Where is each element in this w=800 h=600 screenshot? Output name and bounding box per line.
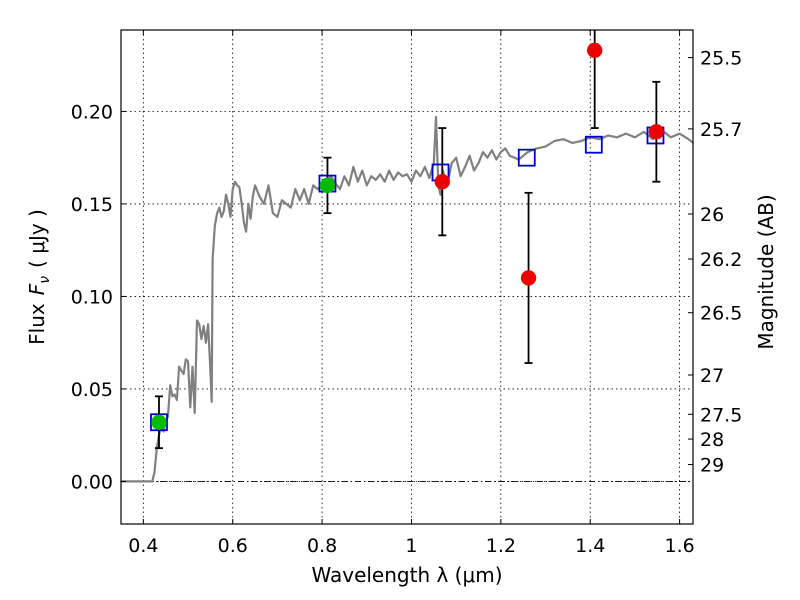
y2-tick-label: 27 — [700, 365, 724, 387]
y2-tick-label: 26.2 — [700, 249, 742, 271]
y2-tick-label: 25.5 — [700, 48, 742, 70]
x-tick-label: 0.4 — [128, 535, 158, 557]
y-axis-label-symbol: F — [25, 283, 49, 295]
y2-tick-label: 27.5 — [700, 404, 742, 426]
model-photometry-box — [517, 148, 536, 167]
plot-frame — [120, 29, 694, 525]
x-axis-label: Wavelength λ (μm) — [311, 563, 502, 587]
y-tick-label: 0.20 — [71, 101, 113, 123]
x-tick-label: 1 — [405, 535, 417, 557]
y-axis-label-units: ( μJy ) — [25, 209, 49, 268]
green-point — [319, 177, 336, 194]
y2-tick-label: 29 — [700, 455, 724, 477]
red-point — [648, 124, 665, 140]
y-axis-label-subscript: ν — [37, 276, 53, 284]
y-tick-label: 0.10 — [71, 286, 113, 308]
grid-layer — [121, 30, 693, 524]
x-tick-label: 1.2 — [486, 535, 516, 557]
y2-tick-label: 25.7 — [700, 119, 742, 141]
y-tick-label: 0.15 — [71, 194, 113, 216]
x-tick-label: 0.8 — [307, 535, 337, 557]
x-tick-label: 1.4 — [575, 535, 605, 557]
red-point — [586, 42, 603, 59]
y2-axis-label: Magnitude (AB) — [754, 194, 778, 349]
green-point — [151, 414, 167, 430]
tick-layer: 0.4 0.6 0.8 1 1.2 1.4 1.6 0.00 0.05 0.10 0.15 0.20 2… — [71, 30, 742, 557]
x-tick-label: 0.6 — [218, 535, 248, 557]
y2-tick-label: 26.5 — [700, 303, 742, 325]
y-tick-label: 0.00 — [71, 471, 113, 493]
red-point — [434, 173, 451, 190]
model-photometry-box — [584, 135, 603, 154]
x-tick-label: 1.6 — [664, 535, 694, 557]
y2-tick-label: 26 — [700, 204, 724, 226]
data-layer — [121, 30, 693, 483]
y-axis-label: Flux Fν ( μJy ) — [25, 209, 53, 345]
red-point — [520, 270, 537, 286]
y-axis-label-flux: Flux — [25, 303, 49, 345]
y-tick-label: 0.05 — [71, 379, 113, 401]
model-spectrum-line — [121, 115, 693, 483]
y2-tick-label: 28 — [700, 429, 724, 451]
